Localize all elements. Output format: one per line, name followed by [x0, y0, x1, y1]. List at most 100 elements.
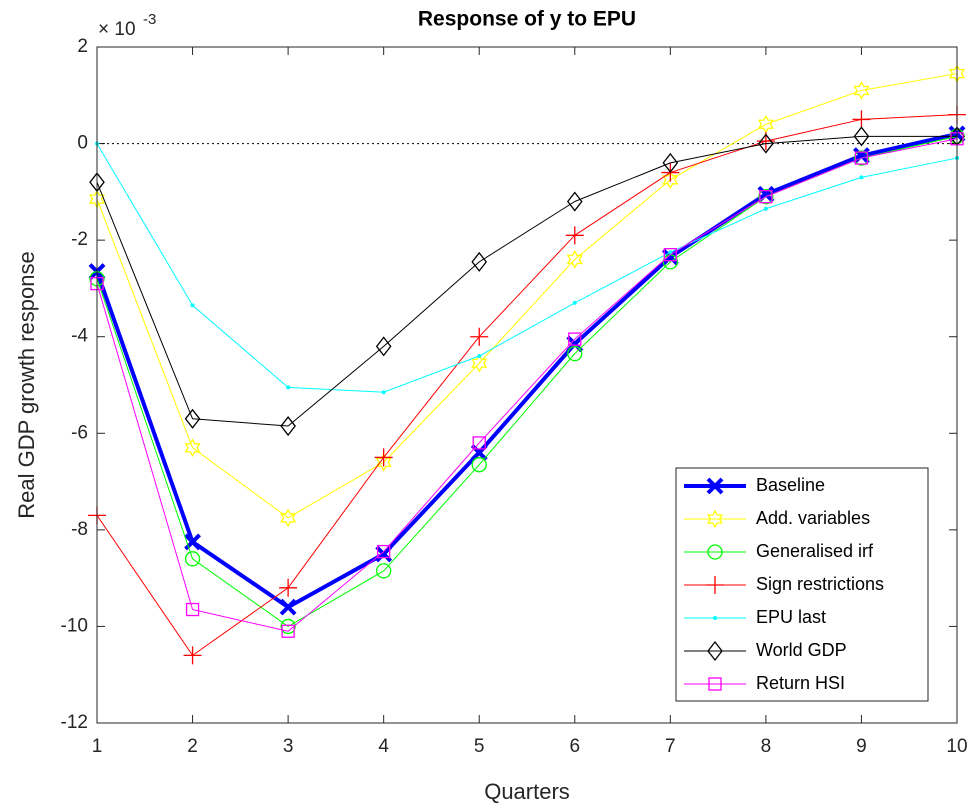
marker-shape	[477, 354, 482, 359]
marker	[853, 150, 870, 166]
marker	[280, 618, 296, 635]
marker	[286, 385, 291, 390]
marker	[184, 408, 201, 429]
series-line	[96, 138, 958, 632]
y-tick-label: -4	[71, 326, 88, 347]
marker-shape	[377, 544, 391, 559]
marker-shape	[854, 151, 869, 165]
marker-shape	[184, 551, 201, 567]
legend: Baseline Add. variables Generalised irf Sig…	[675, 467, 929, 702]
marker	[707, 640, 723, 662]
marker	[279, 598, 297, 616]
legend-label: Generalised irf	[756, 541, 874, 561]
y-multiplier: × 10	[98, 19, 136, 40]
legend-label: Return HSI	[756, 673, 845, 693]
marker-shape	[375, 336, 392, 357]
x-tick-label: 1	[92, 736, 103, 757]
x-tick-label: 7	[665, 736, 676, 757]
marker	[663, 247, 677, 262]
marker-shape	[852, 110, 871, 129]
marker	[184, 438, 201, 458]
marker-shape	[713, 616, 717, 620]
marker	[470, 327, 489, 346]
marker-shape	[185, 602, 200, 617]
marker-shape	[708, 677, 722, 691]
marker	[662, 170, 679, 190]
marker-shape	[758, 189, 774, 205]
legend-label: Sign restrictions	[756, 574, 884, 594]
marker	[376, 563, 392, 579]
y-tick-label: -6	[71, 422, 88, 443]
marker	[568, 332, 582, 346]
y-tick-label: 2	[77, 36, 88, 57]
marker-shape	[471, 251, 488, 272]
marker	[280, 508, 297, 528]
marker-shape	[853, 150, 870, 166]
marker-shape	[707, 544, 723, 560]
marker	[567, 345, 583, 362]
marker-shape	[280, 415, 296, 437]
marker	[713, 616, 717, 620]
marker-shape	[706, 509, 724, 529]
marker-shape	[853, 81, 870, 100]
marker-shape	[853, 126, 870, 147]
marker-shape	[190, 303, 195, 308]
marker	[375, 545, 393, 563]
marker	[706, 576, 724, 594]
y-tick-label: 0	[77, 133, 88, 154]
marker-shape	[184, 408, 201, 429]
chart-title: Response of y to EPU	[418, 8, 636, 31]
marker	[706, 477, 724, 495]
legend-label: Baseline	[756, 475, 825, 495]
marker-shape	[566, 250, 583, 269]
marker-shape	[374, 448, 393, 467]
marker-shape	[668, 250, 673, 255]
marker	[471, 353, 488, 373]
marker-shape	[565, 226, 584, 245]
marker-shape	[381, 390, 386, 395]
marker	[477, 354, 482, 359]
marker-shape	[183, 646, 202, 665]
marker-shape	[375, 452, 392, 472]
marker-shape	[859, 175, 864, 180]
marker	[566, 191, 583, 212]
marker	[759, 190, 773, 204]
marker-shape	[707, 640, 723, 662]
marker	[668, 250, 673, 255]
marker	[471, 457, 487, 473]
marker-shape	[566, 191, 583, 212]
legend-label: Add. variables	[756, 508, 870, 528]
x-tick-label: 8	[761, 736, 772, 757]
marker	[381, 390, 386, 395]
marker	[185, 602, 200, 617]
y-tick-label: -2	[71, 229, 88, 250]
marker	[662, 152, 679, 173]
marker-shape	[572, 300, 577, 305]
series-line	[96, 135, 957, 427]
marker-shape	[706, 576, 724, 594]
marker-shape	[376, 563, 392, 579]
y-multiplier-exponent: -3	[143, 11, 156, 28]
marker-shape	[568, 332, 582, 346]
marker-shape	[758, 133, 774, 154]
series-line	[96, 114, 958, 656]
marker	[852, 110, 871, 129]
marker	[279, 578, 298, 597]
marker	[183, 646, 202, 665]
marker	[280, 415, 296, 437]
marker-shape	[279, 598, 297, 616]
marker	[758, 133, 774, 154]
marker	[375, 336, 392, 357]
marker-shape	[471, 457, 487, 473]
marker-shape	[663, 247, 677, 262]
x-tick-label: 9	[856, 736, 867, 757]
marker-shape	[279, 578, 298, 597]
marker-shape	[286, 385, 291, 390]
marker	[854, 151, 869, 165]
legend-label: EPU last	[756, 607, 826, 627]
marker	[572, 300, 577, 305]
x-tick-label: 6	[569, 736, 580, 757]
marker	[472, 436, 486, 450]
marker	[374, 448, 393, 467]
